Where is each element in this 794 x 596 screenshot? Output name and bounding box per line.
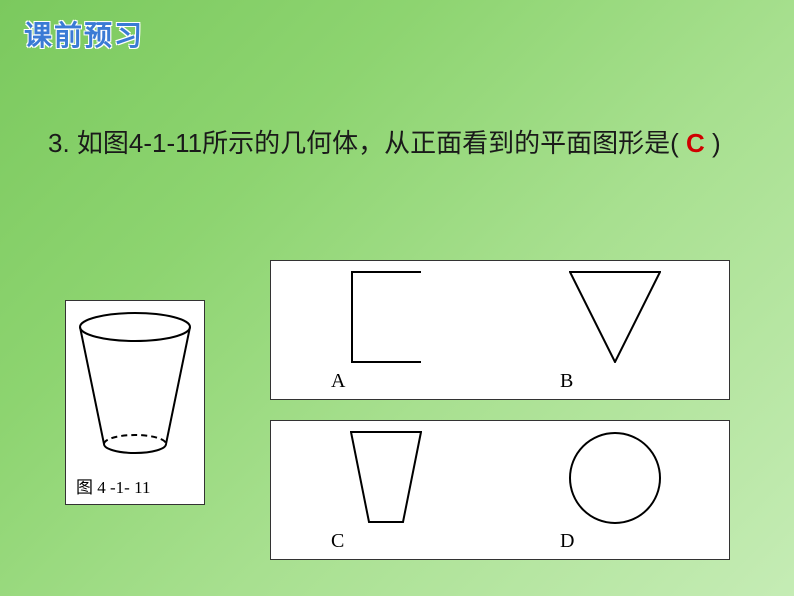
option-a: A: [271, 261, 500, 399]
answer-letter: C: [686, 128, 705, 158]
triangle-down-icon: [569, 271, 661, 363]
question-text: 3. 如图4-1-11所示的几何体，从正面看到的平面图形是( C ): [48, 115, 746, 172]
option-label-a: A: [331, 370, 345, 393]
figure-geometry: 图 4 -1- 11: [65, 300, 205, 505]
trapezoid-icon: [350, 431, 422, 523]
option-b: B: [500, 261, 729, 399]
question-prefix: 3. 如图4-1-11所示的几何体，从正面看到的平面图形是(: [48, 128, 686, 158]
cup-shape-icon: [74, 309, 196, 469]
options-row-ab: A B: [270, 260, 730, 400]
question-suffix: ): [705, 128, 721, 158]
circle-icon: [568, 431, 662, 525]
option-c: C: [271, 421, 500, 559]
option-label-b: B: [560, 370, 573, 393]
option-label-d: D: [560, 530, 574, 553]
section-title: 课前预习: [24, 14, 144, 54]
option-label-c: C: [331, 530, 344, 553]
options-row-cd: C D: [270, 420, 730, 560]
figure-label: 图 4 -1- 11: [76, 473, 150, 498]
option-d: D: [500, 421, 729, 559]
rectangle-icon: [351, 271, 421, 363]
